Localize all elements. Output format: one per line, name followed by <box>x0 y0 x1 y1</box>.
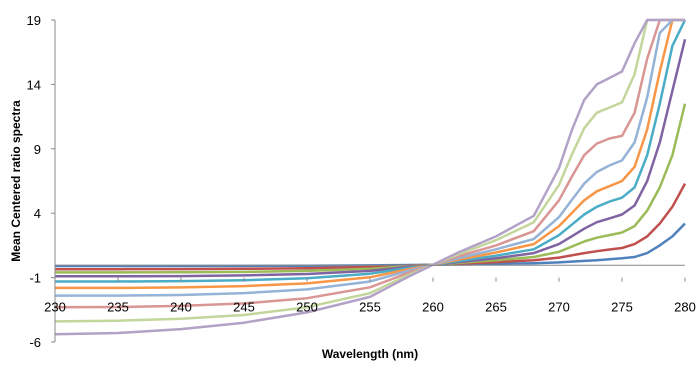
x-tick-label: 240 <box>170 300 192 315</box>
series-line-2 <box>55 183 687 271</box>
x-tick-label: 230 <box>44 300 66 315</box>
series-line-6 <box>55 18 685 290</box>
x-tick-label: 250 <box>296 300 318 315</box>
y-tick-label: 14 <box>27 77 41 92</box>
x-tick-label: 280 <box>674 300 696 315</box>
series-line-4 <box>55 39 687 278</box>
y-tick-label: 9 <box>34 142 41 157</box>
x-axis-title: Wavelength (nm) <box>322 347 418 361</box>
series-line-10 <box>54 18 685 336</box>
series-layer <box>54 18 687 336</box>
y-tick-label: 4 <box>34 206 41 221</box>
tick-layer: 230 235 240 245 250 255 260 265 270 275 280 19 14 9 4 -… <box>27 13 696 350</box>
x-tick-label: 275 <box>611 300 633 315</box>
series-line-3 <box>55 103 687 274</box>
x-tick-label: 265 <box>485 300 507 315</box>
x-tick-label: 255 <box>359 300 381 315</box>
x-tick-label: 260 <box>422 300 444 315</box>
series-line-7 <box>55 18 685 297</box>
series-line-5 <box>55 19 687 283</box>
y-tick-label: 19 <box>27 13 41 28</box>
series-line-9 <box>54 18 685 323</box>
series-line-8 <box>54 18 685 309</box>
y-tick-label: -6 <box>29 335 41 350</box>
x-tick-label: 235 <box>107 300 129 315</box>
y-axis-title: Mean Centered ratio spectra <box>9 100 23 262</box>
y-tick-label: -1 <box>29 271 41 286</box>
series-line-1 <box>55 222 686 268</box>
x-tick-label: 270 <box>548 300 570 315</box>
x-tick-label: 245 <box>233 300 255 315</box>
